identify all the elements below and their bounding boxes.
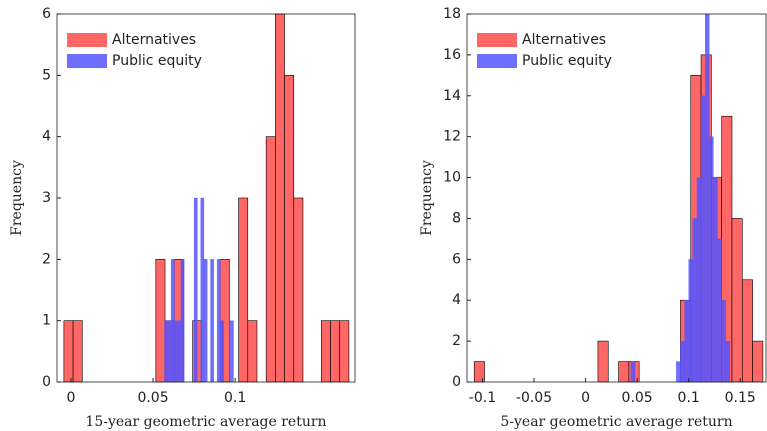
x-axis-label: 15-year geometric average return [85, 414, 326, 430]
x-axis-label: 5-year geometric average return [500, 414, 732, 430]
histogram-bar [167, 320, 172, 383]
histogram-bar [174, 320, 178, 383]
histogram-bar [321, 320, 331, 383]
y-tick-label: 6 [452, 251, 461, 267]
y-tick-label: 16 [443, 47, 461, 63]
histogram-bar [293, 197, 304, 383]
y-tick-label: 4 [42, 129, 51, 145]
legend-label: Alternatives [112, 32, 196, 48]
histogram-bar [741, 279, 753, 383]
legend-swatch [67, 54, 107, 68]
histogram-bar [597, 340, 609, 383]
histogram-bar [339, 320, 350, 383]
histogram-bar [177, 320, 182, 383]
x-tick-label: 0 [66, 390, 75, 406]
y-tick-label: 0 [452, 374, 461, 390]
histogram-bar [618, 361, 630, 383]
histogram-bar [717, 238, 722, 383]
legend-label: Public equity [522, 53, 612, 69]
histogram-bar [230, 320, 234, 383]
y-tick-label: 8 [452, 210, 461, 226]
legend-label: Public equity [112, 53, 202, 69]
histogram-bar [247, 320, 258, 383]
histogram-bar [688, 259, 693, 383]
x-tick-label: -0.05 [516, 390, 552, 406]
y-tick-label: 2 [42, 251, 51, 267]
x-tick-label: -0.1 [469, 390, 496, 406]
histogram-bar [216, 259, 221, 383]
y-axis-label: Frequency [419, 160, 435, 236]
histogram-bar [72, 320, 83, 383]
y-tick-label: 10 [443, 170, 461, 186]
y-tick-label: 12 [443, 129, 461, 145]
x-tick-label: 0 [581, 390, 590, 406]
histogram-bar [630, 361, 636, 383]
y-axis-label: Frequency [9, 160, 25, 236]
histogram-bar [203, 259, 208, 383]
histogram-bar [284, 75, 295, 383]
histogram-bar [193, 197, 198, 383]
histogram-bar [676, 361, 681, 383]
y-tick-label: 2 [452, 333, 461, 349]
y-tick-label: 14 [443, 88, 461, 104]
histogram-bar [721, 300, 726, 383]
y-tick-label: 3 [42, 190, 51, 206]
histogram-bar [700, 95, 706, 383]
axes-box [466, 13, 767, 383]
histogram-bar [238, 197, 249, 383]
histogram-bar [63, 320, 74, 383]
x-tick-label: 0.05 [137, 390, 168, 406]
histogram-bar [210, 259, 214, 383]
histogram-bar [330, 320, 341, 383]
histogram-bar [200, 197, 205, 383]
histogram-bar [473, 361, 485, 383]
legend-label: Alternatives [522, 32, 606, 48]
histogram-bar [164, 320, 168, 383]
histogram-bar [731, 218, 743, 383]
legend-swatch [477, 54, 517, 68]
histogram-bar [680, 340, 685, 383]
y-tick-label: 4 [452, 292, 461, 308]
y-tick-label: 6 [42, 6, 51, 22]
legend-swatch [67, 33, 107, 47]
histogram-bar [709, 136, 714, 383]
x-tick-label: 0.05 [622, 390, 653, 406]
histogram-bar [265, 136, 276, 383]
histogram-bar [705, 13, 710, 383]
histogram-bar [275, 13, 285, 383]
x-tick-label: 0.1 [224, 390, 246, 406]
histogram-bar [684, 300, 689, 383]
histogram-bar [725, 340, 731, 383]
legend-swatch [477, 33, 517, 47]
histogram-bar [713, 177, 718, 383]
histogram-bar [220, 320, 224, 383]
y-tick-label: 5 [42, 67, 51, 83]
y-tick-label: 1 [42, 313, 51, 329]
x-tick-label: 0.15 [725, 390, 756, 406]
x-tick-label: 0.1 [678, 390, 700, 406]
y-tick-label: 0 [42, 374, 51, 390]
histogram-bar [752, 340, 764, 383]
histogram-bar [170, 259, 175, 383]
histogram-bar [180, 259, 185, 383]
histogram-bar [692, 218, 698, 383]
histogram-bar [696, 177, 702, 383]
y-tick-label: 18 [443, 6, 461, 22]
histogram-bar [155, 259, 166, 383]
